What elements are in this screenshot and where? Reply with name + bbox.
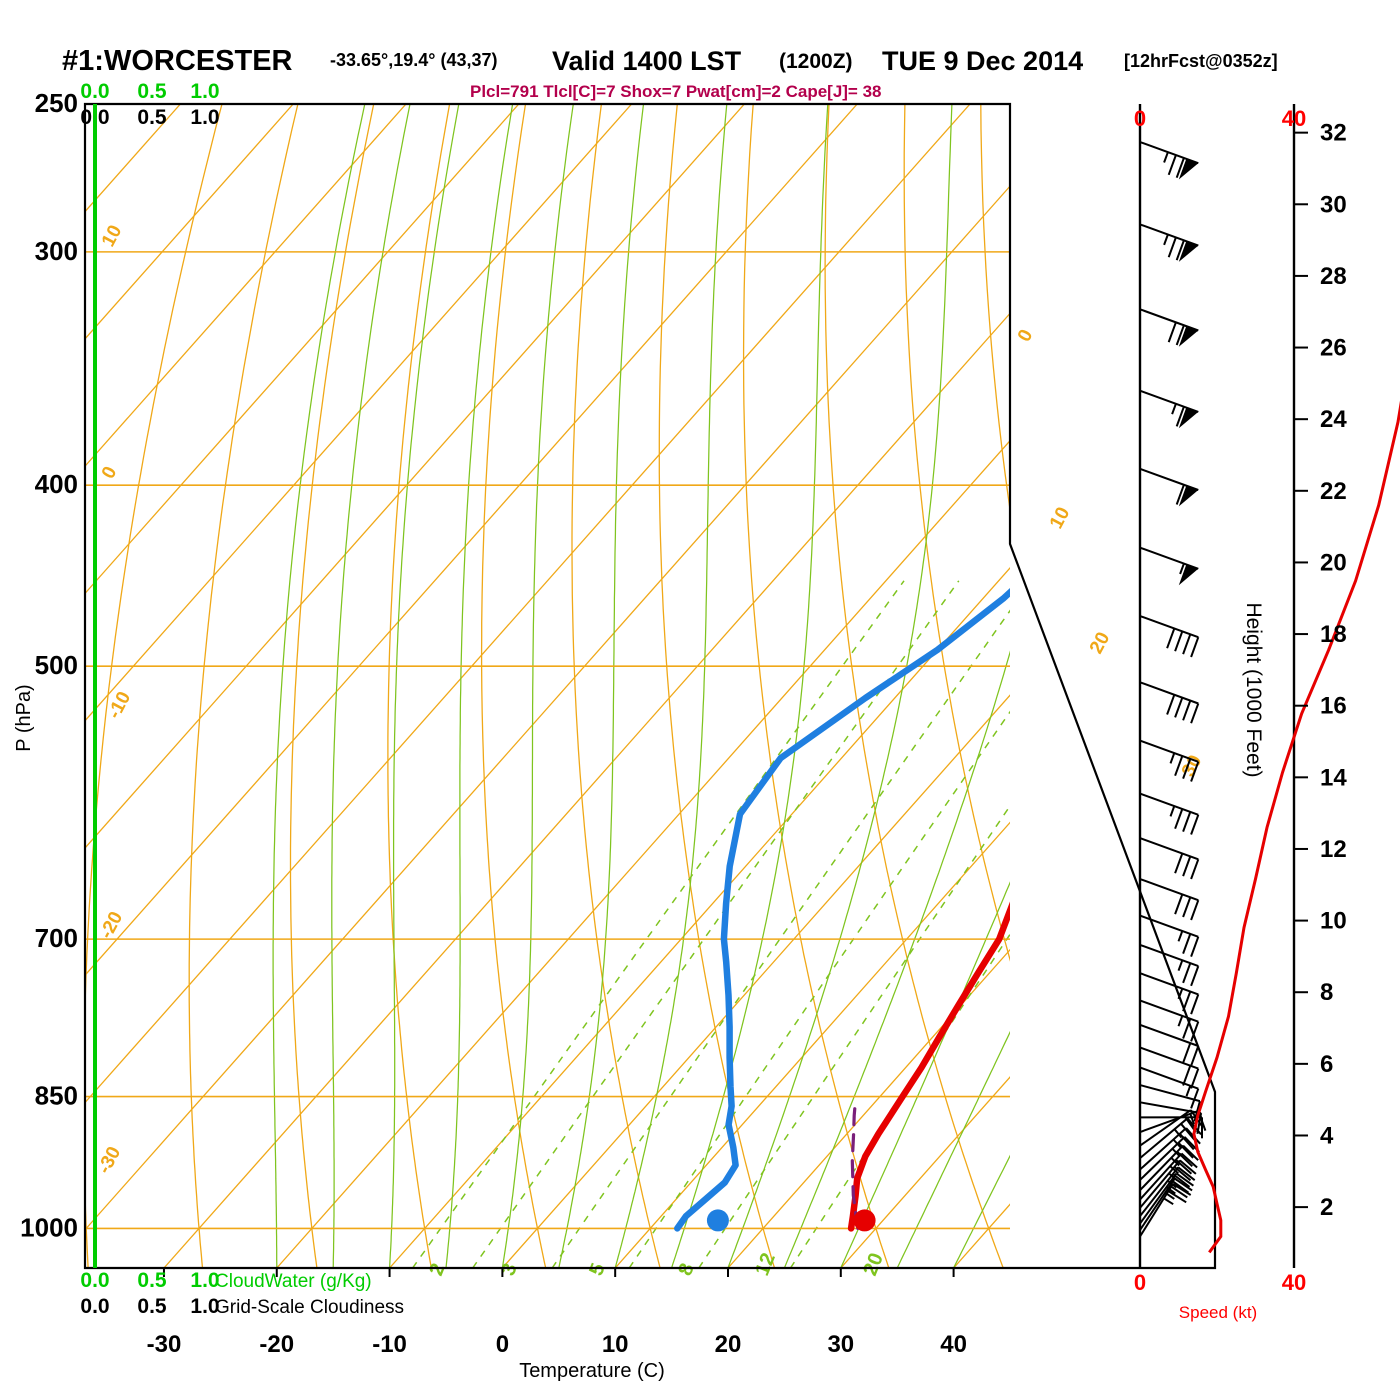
speed-tick-label-bottom: 0	[1134, 1270, 1146, 1295]
speed-profile-line	[1192, 400, 1400, 1254]
cloudwater-tick-top: 0.0	[80, 80, 109, 103]
cloudiness-axis-label: Grid-Scale Cloudiness	[215, 1297, 404, 1318]
wind-barb	[1139, 878, 1200, 921]
cloudwater-axis-label: CloudWater (g/Kg)	[215, 1271, 372, 1292]
temperature-tick-label: 0	[496, 1331, 509, 1358]
height-tick-label: 6	[1320, 1051, 1333, 1078]
height-tick-label: 30	[1320, 191, 1347, 218]
cloudiness-tick-bottom: 1.0	[190, 1295, 219, 1318]
height-tick-label: 14	[1320, 764, 1347, 791]
speed-tick-label-bottom: 40	[1282, 1270, 1306, 1295]
wind-barb	[1139, 141, 1199, 180]
forecast-info: [12hrFcst@0352z]	[1124, 51, 1278, 71]
pressure-tick-label: 500	[35, 650, 78, 680]
wind-barb	[1139, 792, 1200, 835]
cloudiness-tick-top: 1.0	[190, 106, 219, 129]
wind-barb	[1139, 972, 1200, 1015]
surface-markers	[706, 1209, 876, 1232]
wind-barb	[1139, 914, 1200, 957]
wind-barb	[1139, 739, 1200, 782]
temperature-tick-label: 20	[715, 1331, 742, 1358]
height-tick-label: 20	[1320, 549, 1347, 576]
temperature-axis-label: Temperature (C)	[519, 1360, 665, 1382]
station-id: #1:	[62, 45, 104, 77]
pressure-axis-label: P (hPa)	[13, 684, 35, 751]
wind-barb	[1139, 615, 1200, 658]
wind-barb	[1139, 1066, 1200, 1109]
wind-barb	[1139, 837, 1200, 880]
temperature-tick-label: -10	[372, 1331, 407, 1358]
temperature-tick-label: 30	[827, 1331, 854, 1358]
wind-barb	[1139, 1183, 1192, 1238]
station-coordinates: -33.65°,19.4° (43,37)	[330, 50, 498, 70]
height-tick-label: 22	[1320, 478, 1347, 505]
pressure-tick-label: 850	[35, 1081, 78, 1111]
height-tick-label: 28	[1320, 263, 1347, 290]
cloudwater-tick-top: 1.0	[190, 80, 219, 103]
header-group: #1: WORCESTER -33.65°,19.4° (43,37) Vali…	[62, 45, 1278, 101]
temperature-tick-label: 40	[940, 1331, 967, 1358]
wind-barb	[1139, 223, 1199, 262]
profile-temperature	[847, 901, 1010, 1232]
temperature-marker	[853, 1209, 876, 1232]
speed-tick-label-top: 40	[1282, 106, 1306, 131]
wind-speed-profile	[1192, 400, 1400, 1254]
height-tick-label: 8	[1320, 979, 1333, 1006]
station-name: WORCESTER	[104, 45, 293, 77]
height-tick-label: 12	[1320, 836, 1347, 863]
sounding-profiles	[674, 587, 1010, 1232]
height-tick-label: 10	[1320, 908, 1347, 935]
height-tick-label: 16	[1320, 693, 1347, 720]
speed-axis-label: Speed (kt)	[1179, 1303, 1257, 1322]
height-axis-label: Height (1000 Feet)	[1242, 602, 1265, 777]
height-tick-label: 32	[1320, 120, 1347, 147]
wind-barb	[1139, 1023, 1200, 1067]
skewt-gridlines	[85, 104, 1010, 1268]
pressure-tick-label: 1000	[20, 1212, 78, 1242]
plot-frame	[83, 102, 1296, 1270]
wind-barb	[1139, 1046, 1200, 1089]
cloudwater-ticks: 0.00.51.00.00.51.00.00.51.00.00.51.0	[80, 80, 219, 1318]
axis-titles: P (hPa) Temperature (C) Height (1000 Fee…	[13, 602, 1265, 1382]
cloudiness-tick-bottom: 0.5	[137, 1295, 167, 1318]
speed-tick-label-top: 0	[1134, 106, 1146, 131]
height-tick-label: 26	[1320, 335, 1347, 362]
valid-date: TUE 9 Dec 2014	[882, 46, 1083, 76]
dewpoint-marker	[706, 1209, 729, 1232]
temperature-tick-label: -30	[147, 1331, 182, 1358]
wind-barb	[1139, 943, 1200, 987]
wind-barb	[1139, 308, 1199, 347]
cloudiness-tick-top: 0.5	[137, 106, 167, 129]
wind-barb	[1139, 546, 1199, 586]
height-tick-label: 18	[1320, 621, 1347, 648]
valid-time-utc: (1200Z)	[779, 50, 853, 73]
wind-barb	[1139, 999, 1200, 1042]
height-tick-label: 2	[1320, 1194, 1333, 1221]
temperature-tick-label: 10	[602, 1331, 629, 1358]
height-tick-label: 4	[1320, 1122, 1334, 1149]
pressure-tick-label: 400	[35, 469, 78, 499]
pressure-tick-label: 300	[35, 236, 78, 266]
pressure-tick-label: 700	[35, 923, 78, 953]
cloudwater-tick-bottom: 0.0	[80, 1269, 109, 1292]
wind-barb-column	[1139, 141, 1207, 1238]
cloudwater-tick-bottom: 0.5	[137, 1269, 167, 1292]
pressure-tick-label: 250	[35, 88, 78, 118]
profile-parcel	[850, 1099, 860, 1230]
wind-barb	[1139, 467, 1199, 507]
cloudiness-tick-bottom: 0.0	[80, 1295, 109, 1318]
height-tick-label: 24	[1320, 406, 1347, 433]
valid-time: Valid 1400 LST	[552, 46, 742, 76]
wind-barb	[1139, 389, 1199, 429]
profile-dewpoint	[674, 587, 1010, 1232]
cloudwater-tick-bottom: 1.0	[190, 1269, 219, 1292]
temperature-tick-label: -20	[259, 1331, 294, 1358]
wind-barb	[1139, 681, 1200, 724]
stability-indices: Plcl=791 Tlcl[C]=7 Shox=7 Pwat[cm]=2 Cap…	[470, 82, 882, 101]
cloudwater-tick-top: 0.5	[137, 80, 167, 103]
